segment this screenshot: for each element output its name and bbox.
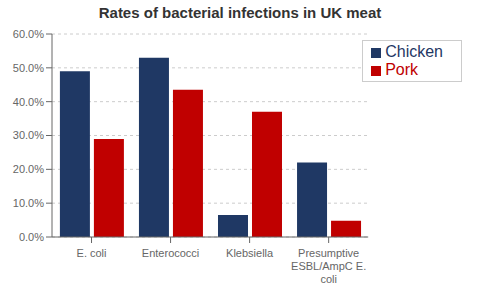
svg-text:Klebsiella: Klebsiella xyxy=(226,247,274,259)
svg-text:60.0%: 60.0% xyxy=(13,28,44,40)
svg-text:Enterococci: Enterococci xyxy=(142,247,199,259)
svg-text:10.0%: 10.0% xyxy=(13,197,44,209)
svg-text:30.0%: 30.0% xyxy=(13,129,44,141)
svg-text:PresumptiveESBL/AmpC E.coli: PresumptiveESBL/AmpC E.coli xyxy=(291,247,366,285)
svg-text:40.0%: 40.0% xyxy=(13,96,44,108)
svg-text:0.0%: 0.0% xyxy=(19,231,44,243)
html-text:Rates of bacterial infections: Rates of bacterial infections in UK meat xyxy=(98,4,382,21)
html-text:Pork: Pork xyxy=(385,61,419,78)
svg-text:50.0%: 50.0% xyxy=(13,62,44,74)
svg-text:20.0%: 20.0% xyxy=(13,163,44,175)
svg-text:E. coli: E. coli xyxy=(77,247,107,259)
html-text:Chicken: Chicken xyxy=(385,43,443,60)
